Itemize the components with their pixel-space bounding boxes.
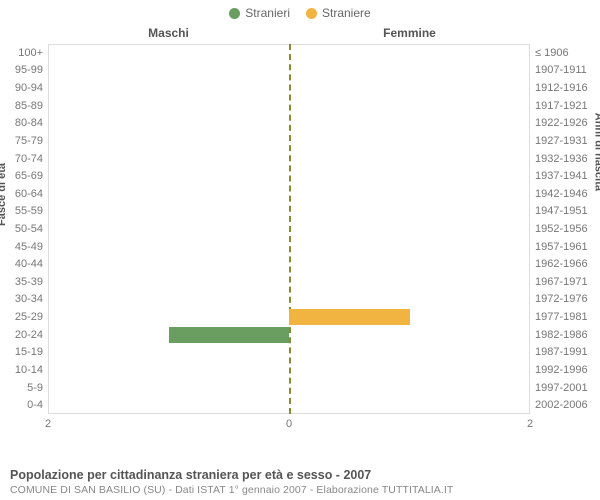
bar-row (48, 150, 530, 168)
bar-row (48, 114, 530, 132)
x-tick-left-outer: 2 (45, 418, 51, 430)
y-label-birth: 1912-1916 (535, 79, 588, 97)
y-label-age: 20-24 (15, 326, 43, 344)
chart-caption: Popolazione per cittadinanza straniera p… (10, 468, 590, 482)
y-label-birth: 1992-1996 (535, 361, 588, 379)
bar-row (48, 203, 530, 221)
bar-row (48, 79, 530, 97)
x-axis-labels: 2 0 2 (48, 418, 530, 432)
y-label-age: 0-4 (27, 396, 43, 414)
bar-row (48, 132, 530, 150)
y-label-birth: 1952-1956 (535, 220, 588, 238)
y-label-birth: ≤ 1906 (535, 44, 569, 62)
y-label-age: 80-84 (15, 114, 43, 132)
bar-row (48, 344, 530, 362)
y-label-age: 100+ (18, 44, 43, 62)
bar-row (48, 97, 530, 115)
bar-row (48, 291, 530, 309)
legend-dot-male (229, 8, 240, 19)
y-label-age: 65-69 (15, 167, 43, 185)
y-label-age: 45-49 (15, 238, 43, 256)
y-label-birth: 1932-1936 (535, 150, 588, 168)
y-label-age: 55-59 (15, 203, 43, 221)
y-label-birth: 1917-1921 (535, 97, 588, 115)
bar-row (48, 396, 530, 414)
y-label-birth: 1922-1926 (535, 114, 588, 132)
bar-row (48, 326, 530, 344)
y-label-birth: 1947-1951 (535, 203, 588, 221)
y-label-birth: 1962-1966 (535, 255, 588, 273)
y-label-age: 40-44 (15, 255, 43, 273)
bar-male (169, 327, 290, 343)
y-label-birth: 1977-1981 (535, 308, 588, 326)
population-pyramid-chart: Maschi Femmine Fasce di età Anni di nasc… (0, 26, 600, 430)
y-label-birth: 1942-1946 (535, 185, 588, 203)
y-label-birth: 2002-2006 (535, 396, 588, 414)
legend: Stranieri Straniere (0, 0, 600, 20)
y-label-age: 95-99 (15, 62, 43, 80)
y-label-birth: 1967-1971 (535, 273, 588, 291)
y-axis-labels-age: 100+95-9990-9485-8980-8475-7970-7465-696… (0, 44, 48, 414)
y-label-age: 85-89 (15, 97, 43, 115)
bar-row (48, 167, 530, 185)
y-label-age: 30-34 (15, 291, 43, 309)
y-label-age: 60-64 (15, 185, 43, 203)
legend-label-male: Stranieri (245, 6, 290, 20)
y-label-birth: 1937-1941 (535, 167, 588, 185)
bar-row (48, 44, 530, 62)
bar-row (48, 185, 530, 203)
bars-layer (48, 44, 530, 414)
y-label-age: 75-79 (15, 132, 43, 150)
y-label-birth: 1982-1986 (535, 326, 588, 344)
y-label-birth: 1987-1991 (535, 344, 588, 362)
y-label-age: 15-19 (15, 344, 43, 362)
bar-row (48, 361, 530, 379)
bar-row (48, 255, 530, 273)
y-axis-labels-birth: ≤ 19061907-19111912-19161917-19211922-19… (530, 44, 600, 414)
y-label-birth: 1907-1911 (535, 62, 587, 80)
legend-item-male: Stranieri (229, 6, 290, 20)
y-label-birth: 1927-1931 (535, 132, 588, 150)
bar-row (48, 379, 530, 397)
y-label-age: 5-9 (27, 379, 43, 397)
y-label-birth: 1997-2001 (535, 379, 588, 397)
bar-row (48, 308, 530, 326)
legend-item-female: Straniere (306, 6, 371, 20)
column-header-female: Femmine (289, 26, 530, 44)
y-label-birth: 1972-1976 (535, 291, 588, 309)
y-label-age: 25-29 (15, 308, 43, 326)
y-label-age: 70-74 (15, 150, 43, 168)
y-label-age: 10-14 (15, 361, 43, 379)
bar-row (48, 220, 530, 238)
legend-dot-female (306, 8, 317, 19)
plot-area (48, 44, 530, 414)
bar-row (48, 238, 530, 256)
y-label-age: 35-39 (15, 273, 43, 291)
legend-label-female: Straniere (322, 6, 371, 20)
chart-subcaption: COMUNE DI SAN BASILIO (SU) - Dati ISTAT … (10, 484, 590, 496)
bar-row (48, 62, 530, 80)
column-header-male: Maschi (48, 26, 289, 44)
x-tick-right-outer: 2 (527, 418, 533, 430)
column-headers: Maschi Femmine (48, 26, 530, 44)
bar-row (48, 273, 530, 291)
y-label-birth: 1957-1961 (535, 238, 588, 256)
y-label-age: 50-54 (15, 220, 43, 238)
bar-female (289, 309, 410, 325)
y-label-age: 90-94 (15, 79, 43, 97)
